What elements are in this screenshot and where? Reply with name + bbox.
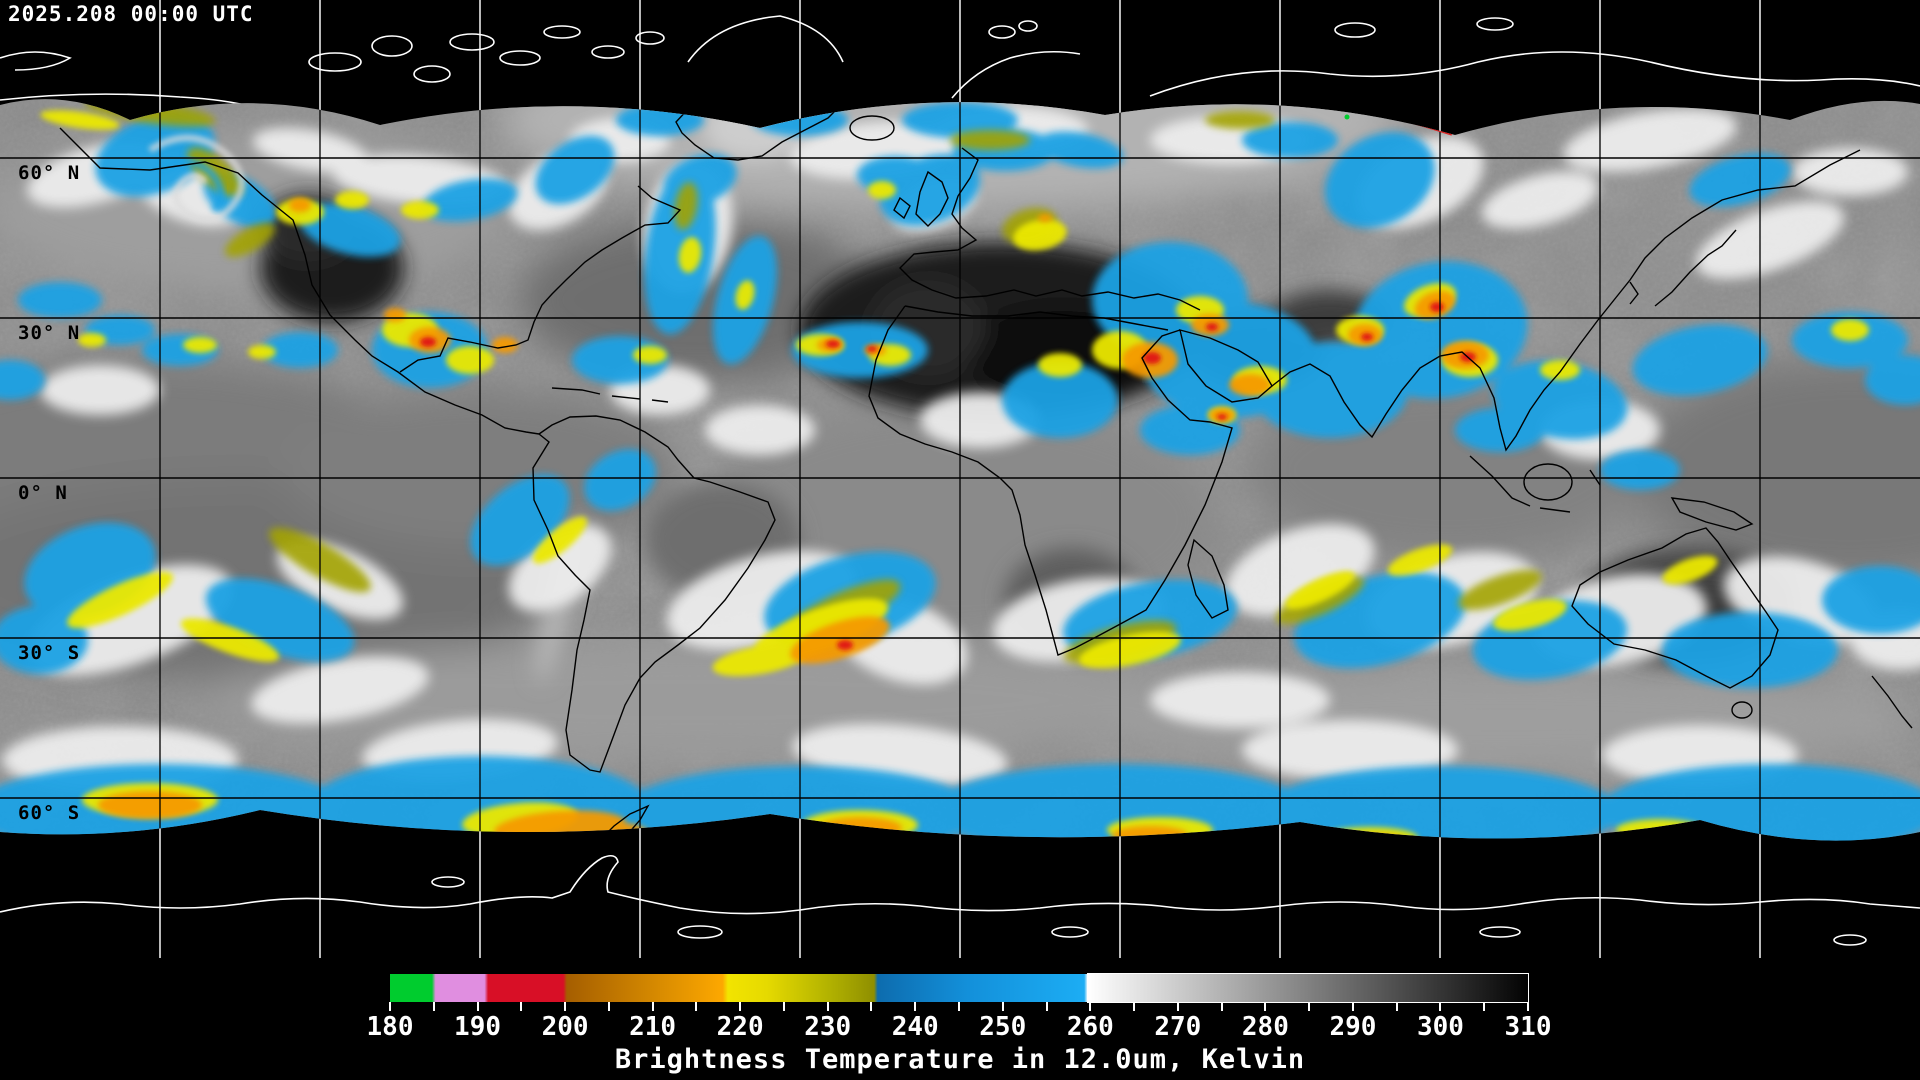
antarctica-coastline-outline [0, 854, 1920, 946]
colorbar-tick-label: 250 [979, 1012, 1027, 1042]
colorbar-tick-label: 280 [1241, 1012, 1289, 1042]
colorbar-tick [826, 1002, 829, 1011]
colorbar-tick [1527, 1002, 1529, 1011]
legend-footer: 180 190 200 210 220 230 240 250 260 270 280 290 300 3… [0, 958, 1920, 1080]
lat-label: 60° N [18, 162, 81, 184]
colorbar-tick-label: 290 [1329, 1012, 1377, 1042]
colorbar-tick [870, 1002, 873, 1011]
colorbar-tick [389, 1002, 391, 1011]
colorbar-tick-label: 260 [1066, 1012, 1114, 1042]
lat-label: 0° N [18, 482, 68, 504]
colorbar-gray-segment-border [1086, 973, 1529, 1003]
colorbar-tick [1308, 1002, 1311, 1011]
colorbar-tick [1045, 1002, 1048, 1011]
colorbar-tick [1483, 1002, 1486, 1011]
colorbar-tick-label: 270 [1154, 1012, 1202, 1042]
colorbar-tick [695, 1002, 698, 1011]
colorbar-tick [782, 1002, 785, 1011]
colorbar-tick [476, 1002, 479, 1011]
colorbar-tick-label: 190 [454, 1012, 502, 1042]
colorbar-tick [1439, 1002, 1442, 1011]
timestamp-label: 2025.208 00:00 UTC [8, 2, 254, 26]
satellite-map-image [0, 0, 1920, 958]
colorbar-tick [520, 1002, 523, 1011]
lat-label: 30° S [18, 642, 81, 664]
ir-data-band [0, 99, 1920, 841]
colorbar-tick-label: 200 [541, 1012, 589, 1042]
alaska-cyclone-spiral [148, 135, 245, 223]
colorbar-tick [1001, 1002, 1004, 1011]
colorbar-tick [1133, 1002, 1136, 1011]
colorbar-tick [958, 1002, 960, 1011]
colorbar-tick [739, 1002, 742, 1011]
colorbar-tick-label: 240 [891, 1012, 939, 1042]
temperature-colorbar [390, 974, 1528, 1002]
colorbar-tick [1351, 1002, 1354, 1011]
global-ir-map: 2025.208 00:00 UTC 60° N 30° N 0° N 30° S 60… [0, 0, 1920, 958]
colorbar-tick-label: 180 [366, 1012, 414, 1042]
colorbar-caption: Brightness Temperature in 12.0um, Kelvin [614, 1044, 1306, 1075]
colorbar-tick-label: 310 [1504, 1012, 1552, 1042]
lat-label: 60° S [18, 802, 81, 824]
colorbar-tick [1395, 1002, 1398, 1011]
colorbar-tick [1220, 1002, 1223, 1011]
colorbar-tick-label: 210 [629, 1012, 677, 1042]
colorbar-tick [432, 1002, 435, 1011]
colorbar-tick [1089, 1002, 1092, 1011]
colorbar-tick [1264, 1002, 1267, 1011]
gridlines-over-data [0, 99, 1920, 841]
colorbar-tick [564, 1002, 567, 1011]
colorbar-tick [1176, 1002, 1179, 1011]
colorbar-tick [651, 1002, 654, 1011]
arctic-coastline-outline [0, 15, 1920, 111]
colorbar-tick [607, 1002, 610, 1011]
colorbar-tick-label: 300 [1416, 1012, 1464, 1042]
colorbar-tick-label: 220 [716, 1012, 764, 1042]
lat-label: 30° N [18, 322, 81, 344]
colorbar-tick [914, 1002, 917, 1011]
colorbar-tick-label: 230 [804, 1012, 852, 1042]
